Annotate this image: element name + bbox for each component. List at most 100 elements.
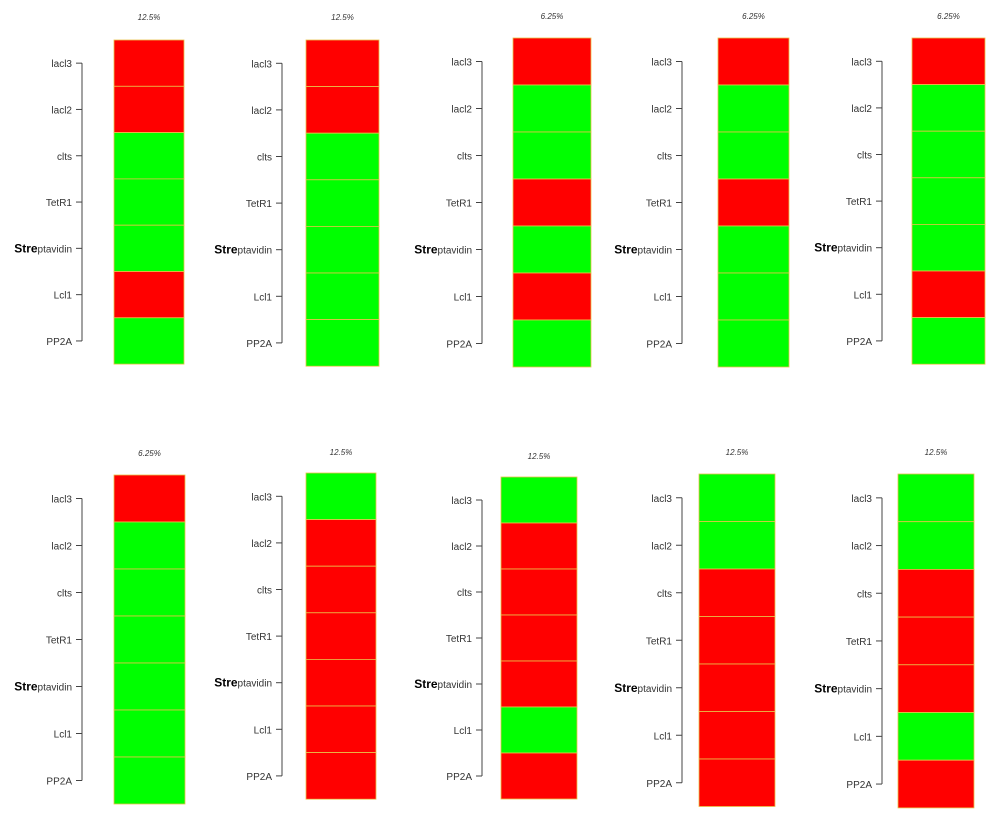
row-label: TetR1 [646, 199, 673, 210]
row-label: lacl3 [451, 58, 472, 69]
row-label: clts [657, 152, 672, 163]
heatmap-panel: 12.5% lacl3 lacl2 clts TetR1 Streptavidin Lcl1… [814, 448, 975, 809]
heatmap-cell [717, 178, 790, 227]
row-label: Streptavidin [214, 243, 272, 257]
row-label: PP2A [846, 780, 872, 791]
row-label: clts [257, 153, 272, 164]
heatmap-cell [698, 616, 776, 665]
heatmap-cell [512, 37, 592, 86]
heatmap-cell [717, 84, 790, 133]
row-label: lacl3 [51, 495, 72, 506]
panel-title: 12.5% [528, 452, 551, 461]
heatmap-cell [305, 612, 377, 660]
panel-title: 12.5% [331, 13, 354, 22]
row-label: TetR1 [846, 197, 873, 208]
panel-title: 6.25% [138, 449, 161, 458]
heatmap-cell [113, 756, 186, 805]
row-label: lacl2 [451, 542, 472, 553]
heatmap-panel: 12.5% lacl3 lacl2 clts TetR1 Streptavidin Lcl1… [214, 448, 377, 800]
row-label: lacl2 [51, 542, 72, 553]
row-label: Streptavidin [814, 682, 872, 696]
heatmap-cell [305, 319, 380, 367]
heatmap-cell [717, 37, 790, 86]
heatmap-cell [911, 223, 986, 272]
heatmap-cell [717, 272, 790, 321]
row-label: lacl3 [51, 59, 72, 70]
row-label: Streptavidin [414, 677, 472, 691]
row-label: Streptavidin [214, 676, 272, 690]
row-label: PP2A [446, 772, 472, 783]
row-label: Streptavidin [614, 681, 672, 695]
heatmap-cell [717, 131, 790, 180]
heatmap-panel: 6.25% lacl3 lacl2 clts TetR1 Streptavidin Lcl1… [414, 12, 592, 368]
row-label: lacl2 [451, 105, 472, 116]
row-label: TetR1 [46, 198, 73, 209]
row-label: lacl2 [251, 106, 272, 117]
heatmap-cell [500, 660, 578, 708]
heatmap-cell [113, 132, 185, 180]
heatmap-cell [500, 568, 578, 616]
heatmap-cell [717, 319, 790, 368]
panel-title: 6.25% [937, 12, 960, 21]
heatmap-cell [512, 319, 592, 368]
row-label: clts [857, 589, 872, 600]
heatmap-panel: 12.5% lacl3 lacl2 clts TetR1 Streptavidin Lcl1… [614, 448, 776, 807]
heatmap-panel: 12.5% lacl3 lacl2 clts TetR1 Streptavidin Lcl1… [214, 13, 380, 367]
heatmap-cell [500, 752, 578, 800]
row-label: Lcl1 [54, 291, 73, 302]
heatmap-cell [911, 177, 986, 225]
heatmap-cell [500, 522, 578, 570]
heatmap-panel: 12.5% lacl3 lacl2 clts TetR1 Streptavidin Lcl1… [414, 452, 578, 800]
heatmap-cell [113, 224, 185, 272]
heatmap-cell [305, 752, 377, 800]
row-label: lacl3 [451, 496, 472, 507]
heatmap-cell [305, 472, 377, 520]
heatmap-cell [305, 39, 380, 87]
heatmap-cell [500, 706, 578, 754]
row-label: PP2A [246, 772, 272, 783]
row-label: lacl2 [51, 105, 72, 116]
heatmap-cell [698, 568, 776, 617]
heatmap-cell [897, 569, 975, 618]
heatmap-cell [897, 521, 975, 570]
heatmap-cell [305, 519, 377, 567]
heatmap-cell [305, 86, 380, 134]
heatmap-cell [305, 225, 380, 274]
heatmap-cell [911, 317, 986, 365]
row-label: PP2A [46, 777, 72, 788]
panel-title: 12.5% [726, 448, 749, 457]
row-label: Lcl1 [54, 730, 73, 741]
panel-title: 12.5% [330, 448, 353, 457]
row-label: lacl3 [851, 57, 872, 68]
heatmap-cell [113, 85, 185, 134]
row-label: clts [257, 586, 272, 597]
heatmap-cell [113, 568, 186, 617]
row-label: lacl3 [251, 492, 272, 503]
row-label: Streptavidin [14, 680, 72, 694]
panel-title: 12.5% [138, 13, 161, 22]
heatmap-cell [512, 225, 592, 274]
heatmap-cell [113, 662, 186, 711]
row-label: TetR1 [846, 637, 873, 648]
row-label: lacl2 [851, 542, 872, 553]
heatmap-cell [698, 521, 776, 570]
heatmap-panel: 6.25% lacl3 lacl2 clts TetR1 Streptavidin Lcl1… [14, 449, 186, 805]
heatmap-cell [500, 614, 578, 662]
heatmap-cell [113, 709, 186, 758]
heatmap-cell [305, 705, 377, 753]
row-label: Lcl1 [654, 731, 673, 742]
heatmap-cell [717, 225, 790, 274]
row-label: PP2A [846, 337, 872, 348]
heatmap-cell [512, 131, 592, 180]
panel-title: 6.25% [541, 12, 564, 21]
row-label: lacl3 [251, 59, 272, 70]
heatmap-cell [911, 37, 986, 85]
heatmap-panel: 6.25% lacl3 lacl2 clts TetR1 Streptavidin Lcl1… [814, 12, 986, 365]
row-label: Streptavidin [414, 243, 472, 257]
row-label: Lcl1 [454, 293, 473, 304]
row-label: Streptavidin [814, 241, 872, 255]
heatmap-cell [113, 615, 186, 664]
row-label: PP2A [646, 340, 672, 351]
heatmap-cell [305, 272, 380, 320]
